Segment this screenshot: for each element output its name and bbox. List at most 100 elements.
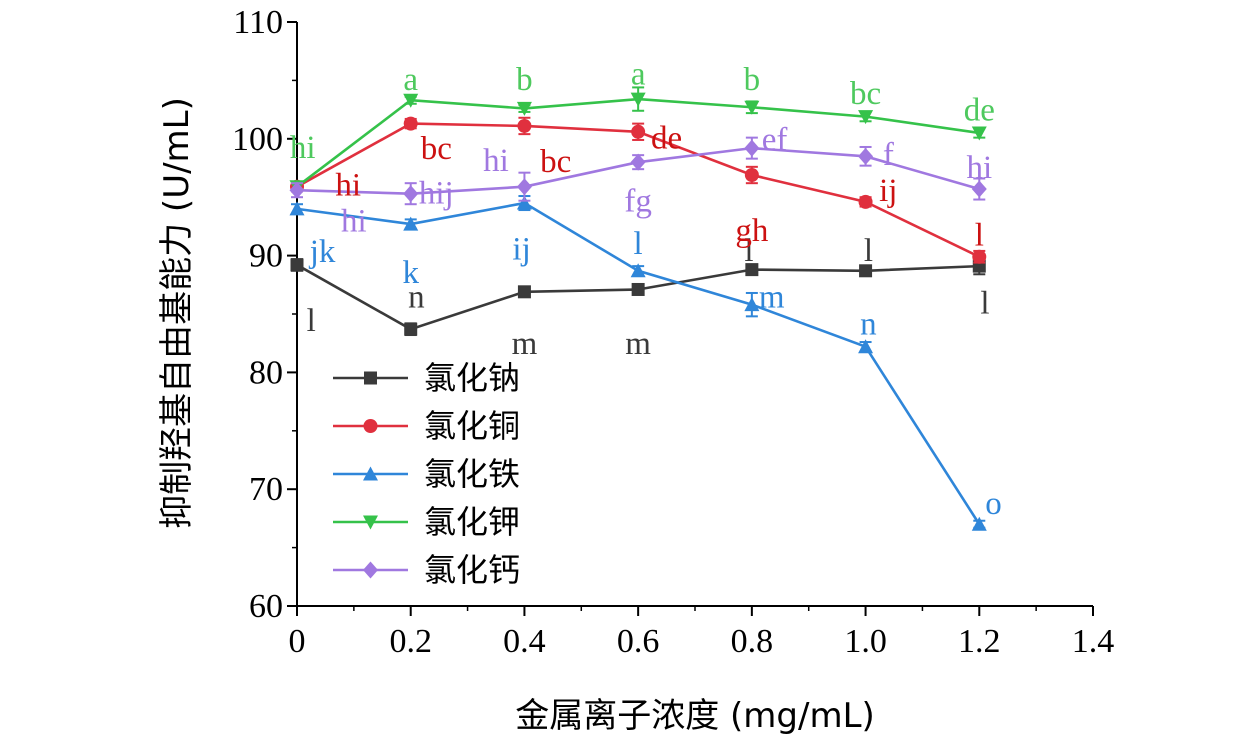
significance-label: l [864, 233, 873, 269]
legend-item-2: 氯化铜 [333, 407, 520, 445]
data-point [516, 101, 532, 116]
legend-marker [364, 371, 377, 385]
x-tick-label: 0.6 [617, 623, 660, 660]
significance-label: hi [290, 130, 316, 166]
legend-label: 氯化铁 [424, 455, 520, 493]
significance-label: n [408, 279, 425, 315]
x-tick-label: 1.2 [958, 623, 1001, 660]
x-tick-label: 1.4 [1072, 623, 1115, 660]
significance-label: bc [421, 131, 452, 167]
significance-label: fg [624, 184, 652, 220]
axes: 60 70 80 90 100 110 0 0.2 0.4 0.6 0.8 1.0 1.2 1.4 [232, 4, 1114, 660]
series-layer [289, 86, 987, 531]
data-point [744, 297, 760, 312]
significance-label: b [516, 62, 533, 98]
data-point [290, 258, 304, 272]
significance-label: b [744, 62, 761, 98]
significance-label: k [402, 255, 419, 291]
series-1 [290, 256, 986, 337]
significance-label: ef [762, 122, 788, 158]
data-point [971, 126, 987, 141]
data-point [631, 282, 645, 296]
y-axis-title: 抑制羟基自由基能力 (U/mL) [157, 97, 197, 529]
data-point [403, 216, 419, 231]
y-tick-label: 80 [249, 354, 283, 391]
data-point [971, 180, 987, 198]
y-tick-label: 60 [249, 588, 283, 625]
x-tick-label: 0.8 [731, 623, 774, 660]
significance-label: m [512, 326, 538, 362]
data-point [745, 263, 759, 277]
series-5 [289, 136, 987, 206]
series-2 [290, 116, 987, 264]
legend-item-3: 氯化铁 [333, 455, 520, 493]
data-point [630, 153, 646, 171]
legend-label: 氯化钠 [424, 359, 520, 397]
significance-label: a [403, 62, 418, 98]
significance-label: de [651, 121, 682, 157]
significance-label: l [980, 285, 989, 321]
data-point [630, 263, 646, 278]
legend-marker [363, 466, 378, 481]
significance-label: l [307, 303, 316, 339]
data-point [516, 178, 532, 196]
data-point [971, 516, 987, 531]
x-tick-label: 0.2 [389, 623, 432, 660]
data-point [289, 201, 305, 216]
data-point [404, 322, 418, 336]
legend-item-4: 氯化钾 [333, 503, 520, 541]
legend-item-5: 氯化钙 [333, 551, 520, 589]
data-point [744, 100, 760, 115]
y-tick-label: 110 [233, 4, 283, 41]
significance-label: hi [483, 143, 509, 179]
significance-label: hi [341, 204, 367, 240]
significance-label: hij [419, 176, 454, 212]
legend-label: 氯化钾 [424, 503, 520, 541]
significance-label: hi [335, 167, 361, 203]
significance-label: jk [309, 234, 336, 270]
data-point [403, 116, 418, 131]
significance-label: f [883, 137, 894, 173]
significance-label: bc [850, 76, 881, 112]
legend-label: 氯化钙 [424, 551, 520, 589]
x-tick-label: 0.4 [503, 623, 546, 660]
y-tick-label: 90 [249, 238, 283, 275]
data-point [517, 285, 531, 299]
significance-label: l [744, 233, 753, 269]
legend-label: 氯化铜 [424, 407, 520, 445]
legend-marker [363, 419, 378, 433]
data-point [403, 93, 419, 108]
legend-item-1: 氯化钠 [333, 359, 520, 397]
legend-marker [363, 515, 378, 530]
data-point [859, 264, 873, 278]
significance-label: l [634, 226, 643, 262]
significance-label: o [985, 486, 1002, 522]
significance-label: ij [512, 232, 530, 268]
significance-label: n [860, 306, 877, 342]
data-point [517, 118, 532, 133]
data-point [516, 195, 532, 210]
data-point [289, 181, 305, 199]
data-point [744, 139, 760, 157]
data-point [858, 110, 874, 125]
legend-marker [363, 561, 378, 579]
significance-label: bc [540, 144, 571, 180]
data-point [631, 124, 646, 139]
y-tick-label: 70 [249, 471, 283, 508]
significance-label: hi [966, 150, 992, 186]
series-3 [289, 195, 987, 531]
x-tick-label: 1.0 [844, 623, 887, 660]
data-point [744, 168, 759, 183]
data-point [858, 194, 873, 209]
significance-label: m [759, 279, 785, 315]
x-axis-title: 金属离子浓度 (mg/mL) [515, 696, 875, 736]
significance-label: de [964, 93, 995, 129]
significance-label: gh [735, 213, 769, 249]
y-tick-label: 100 [232, 121, 283, 158]
significance-label: a [631, 56, 646, 92]
data-point [403, 185, 419, 203]
significance-label: l [975, 218, 984, 254]
